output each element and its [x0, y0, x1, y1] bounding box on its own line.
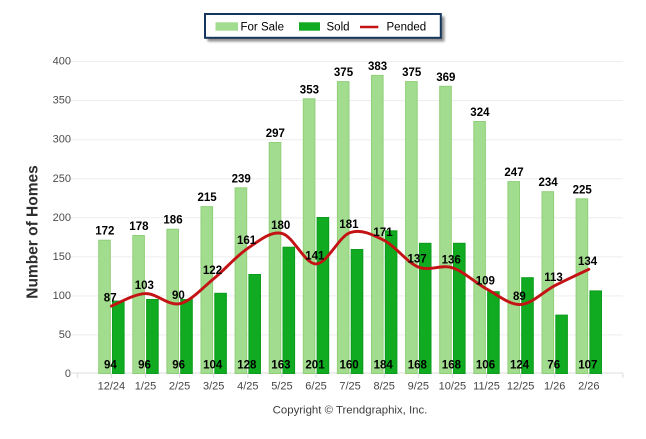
svg-text:122: 122: [203, 265, 222, 277]
svg-text:184: 184: [374, 360, 394, 372]
svg-text:150: 150: [53, 251, 71, 263]
svg-text:50: 50: [59, 329, 71, 341]
svg-text:104: 104: [203, 360, 223, 372]
svg-text:94: 94: [104, 360, 117, 372]
svg-text:100: 100: [53, 290, 71, 302]
svg-text:Pended: Pended: [387, 21, 427, 33]
svg-text:137: 137: [408, 254, 427, 266]
svg-text:168: 168: [442, 360, 462, 372]
svg-text:201: 201: [305, 360, 325, 372]
svg-text:5/25: 5/25: [271, 381, 292, 393]
svg-text:12/24: 12/24: [98, 381, 126, 393]
svg-text:89: 89: [513, 291, 526, 303]
svg-text:300: 300: [53, 134, 71, 146]
svg-text:215: 215: [198, 192, 218, 204]
svg-text:136: 136: [442, 254, 461, 266]
svg-text:10/25: 10/25: [439, 381, 467, 393]
svg-text:234: 234: [539, 177, 559, 189]
svg-text:350: 350: [53, 95, 71, 107]
svg-text:171: 171: [373, 227, 393, 239]
svg-text:324: 324: [470, 107, 490, 119]
svg-text:141: 141: [305, 250, 325, 262]
svg-text:247: 247: [504, 167, 523, 179]
svg-text:1/26: 1/26: [544, 381, 565, 393]
svg-text:163: 163: [271, 360, 290, 372]
svg-text:109: 109: [476, 275, 495, 287]
svg-text:178: 178: [129, 221, 149, 233]
svg-text:113: 113: [544, 272, 563, 284]
svg-text:8/25: 8/25: [373, 381, 394, 393]
svg-text:Copyright © Trendgraphix, Inc.: Copyright © Trendgraphix, Inc.: [273, 405, 428, 417]
svg-text:383: 383: [368, 61, 387, 73]
svg-text:128: 128: [237, 360, 257, 372]
svg-text:9/25: 9/25: [408, 381, 429, 393]
svg-text:96: 96: [172, 360, 185, 372]
svg-text:For Sale: For Sale: [241, 21, 284, 33]
svg-text:106: 106: [476, 360, 495, 372]
svg-text:12/25: 12/25: [507, 381, 535, 393]
svg-text:11/25: 11/25: [473, 381, 500, 393]
svg-text:375: 375: [334, 67, 354, 79]
svg-text:Number of Homes: Number of Homes: [25, 165, 42, 299]
svg-text:225: 225: [573, 184, 593, 196]
svg-text:107: 107: [578, 360, 597, 372]
svg-text:103: 103: [135, 280, 154, 292]
svg-text:Sold: Sold: [327, 21, 350, 33]
svg-text:96: 96: [138, 360, 151, 372]
svg-text:2/26: 2/26: [578, 381, 599, 393]
svg-text:87: 87: [104, 293, 117, 305]
svg-text:239: 239: [232, 173, 251, 185]
svg-text:76: 76: [547, 360, 560, 372]
svg-text:7/25: 7/25: [339, 381, 360, 393]
svg-text:375: 375: [402, 67, 422, 79]
svg-text:181: 181: [339, 219, 359, 231]
svg-text:6/25: 6/25: [305, 381, 326, 393]
svg-text:297: 297: [266, 128, 285, 140]
svg-text:369: 369: [436, 72, 455, 84]
svg-text:180: 180: [271, 220, 290, 232]
svg-text:90: 90: [172, 290, 185, 302]
svg-text:124: 124: [510, 360, 530, 372]
svg-text:172: 172: [95, 226, 114, 238]
svg-text:353: 353: [300, 84, 319, 96]
svg-text:200: 200: [53, 212, 71, 224]
svg-text:3/25: 3/25: [203, 381, 224, 393]
svg-text:161: 161: [237, 235, 257, 247]
svg-text:400: 400: [53, 56, 71, 68]
svg-text:160: 160: [340, 360, 359, 372]
svg-text:134: 134: [578, 256, 598, 268]
svg-text:4/25: 4/25: [237, 381, 258, 393]
svg-text:250: 250: [53, 173, 71, 185]
svg-text:2/25: 2/25: [169, 381, 190, 393]
svg-text:0: 0: [65, 368, 71, 380]
svg-text:1/25: 1/25: [135, 381, 156, 393]
svg-text:186: 186: [163, 215, 182, 227]
svg-text:168: 168: [408, 360, 428, 372]
